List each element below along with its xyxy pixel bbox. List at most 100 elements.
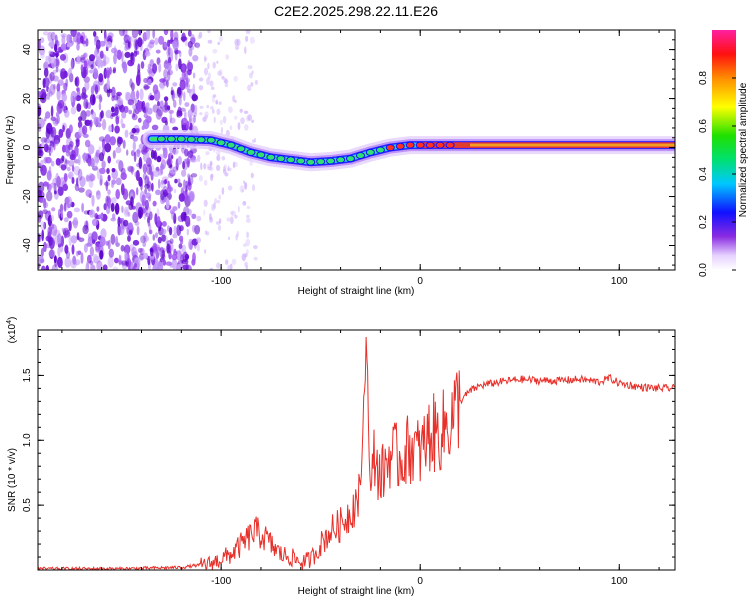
noise-speckle — [91, 194, 95, 207]
noise-speckle — [157, 260, 164, 270]
snr-series — [38, 336, 675, 570]
noise-speckle — [52, 232, 56, 241]
noise-speckle — [245, 30, 251, 35]
noise-speckle — [173, 93, 180, 99]
noise-speckle — [90, 85, 95, 96]
noise-speckle — [70, 95, 74, 103]
noise-speckle — [45, 55, 50, 66]
noise-speckle — [87, 158, 92, 167]
noise-speckle — [96, 206, 100, 212]
noise-speckle — [65, 78, 69, 87]
noise-speckle — [162, 259, 167, 266]
noise-speckle — [169, 169, 176, 177]
noise-speckle — [116, 49, 122, 60]
noise-speckle — [77, 250, 82, 256]
noise-speckle — [176, 111, 179, 118]
noise-speckle — [137, 117, 142, 123]
noise-speckle — [41, 266, 47, 270]
noise-speckle — [247, 65, 253, 70]
noise-speckle — [95, 242, 101, 252]
noise-speckle — [98, 152, 105, 162]
noise-speckle — [218, 218, 222, 224]
noise-speckle — [166, 47, 174, 58]
noise-speckle — [108, 248, 115, 258]
noise-speckle — [207, 166, 213, 171]
noise-speckle — [69, 141, 74, 148]
noise-speckle — [127, 212, 131, 217]
noise-speckle — [122, 61, 128, 74]
noise-speckle — [129, 244, 135, 252]
noise-speckle — [172, 126, 179, 131]
noise-speckle — [204, 57, 208, 61]
colorbar-tick-label: 0.4 — [698, 167, 709, 181]
noise-speckle — [127, 59, 134, 67]
noise-speckle — [194, 42, 201, 48]
noise-speckle — [50, 105, 54, 118]
noise-speckle — [212, 61, 216, 69]
noise-speckle — [96, 41, 100, 52]
noise-speckle — [102, 119, 107, 131]
noise-speckle — [121, 50, 124, 63]
noise-speckle — [147, 78, 152, 86]
noise-speckle — [187, 177, 191, 187]
noise-speckle — [60, 164, 67, 171]
noise-speckle — [90, 64, 94, 70]
noise-speckle — [216, 60, 219, 64]
noise-speckle — [77, 154, 81, 166]
ridge-blob — [356, 152, 365, 159]
noise-speckle — [231, 258, 237, 265]
noise-speckle — [61, 180, 67, 191]
noise-speckle — [233, 161, 238, 168]
noise-speckle — [217, 41, 220, 46]
noise-speckle — [148, 163, 155, 175]
noise-speckle — [62, 82, 67, 90]
noise-speckle — [172, 206, 178, 211]
noise-speckle — [187, 109, 193, 119]
noise-speckle — [89, 69, 94, 74]
y-tick-label: -20 — [22, 189, 33, 204]
noise-speckle — [167, 44, 171, 56]
noise-speckle — [114, 125, 120, 134]
noise-speckle — [169, 226, 173, 236]
noise-speckle — [99, 236, 106, 247]
noise-speckle — [84, 119, 91, 127]
noise-speckle — [58, 128, 64, 138]
noise-speckle — [170, 30, 174, 40]
noise-speckle — [45, 235, 51, 242]
y-tick-label: 0 — [22, 144, 33, 150]
noise-speckle — [177, 201, 181, 209]
noise-speckle — [188, 192, 195, 203]
noise-speckle — [161, 228, 167, 235]
noise-speckle — [78, 237, 85, 243]
noise-speckle — [66, 34, 72, 44]
noise-speckle — [143, 208, 147, 220]
noise-speckle — [67, 67, 73, 79]
noise-speckle — [91, 111, 97, 120]
noise-speckle — [83, 98, 89, 110]
noise-speckle — [112, 150, 116, 159]
noise-speckle — [157, 178, 161, 189]
noise-speckle — [206, 163, 211, 169]
noise-speckle — [55, 158, 61, 166]
noise-speckle — [124, 129, 129, 138]
noise-speckle — [73, 207, 80, 213]
noise-speckle — [41, 265, 46, 270]
noise-speckle — [191, 94, 199, 102]
noise-speckle — [212, 48, 218, 54]
noise-speckle — [182, 181, 187, 191]
noise-speckle — [105, 67, 111, 79]
noise-speckle — [89, 54, 95, 62]
noise-speckle — [140, 61, 145, 69]
noise-speckle — [38, 146, 42, 157]
noise-speckle — [121, 260, 128, 266]
noise-speckle — [115, 235, 119, 247]
noise-speckle — [169, 117, 176, 124]
noise-speckle — [96, 260, 103, 270]
noise-speckle — [117, 136, 123, 145]
noise-speckle — [104, 142, 112, 153]
noise-speckle — [38, 262, 41, 269]
noise-speckle — [128, 166, 135, 173]
noise-speckle — [184, 39, 188, 47]
noise-speckle — [99, 174, 103, 186]
